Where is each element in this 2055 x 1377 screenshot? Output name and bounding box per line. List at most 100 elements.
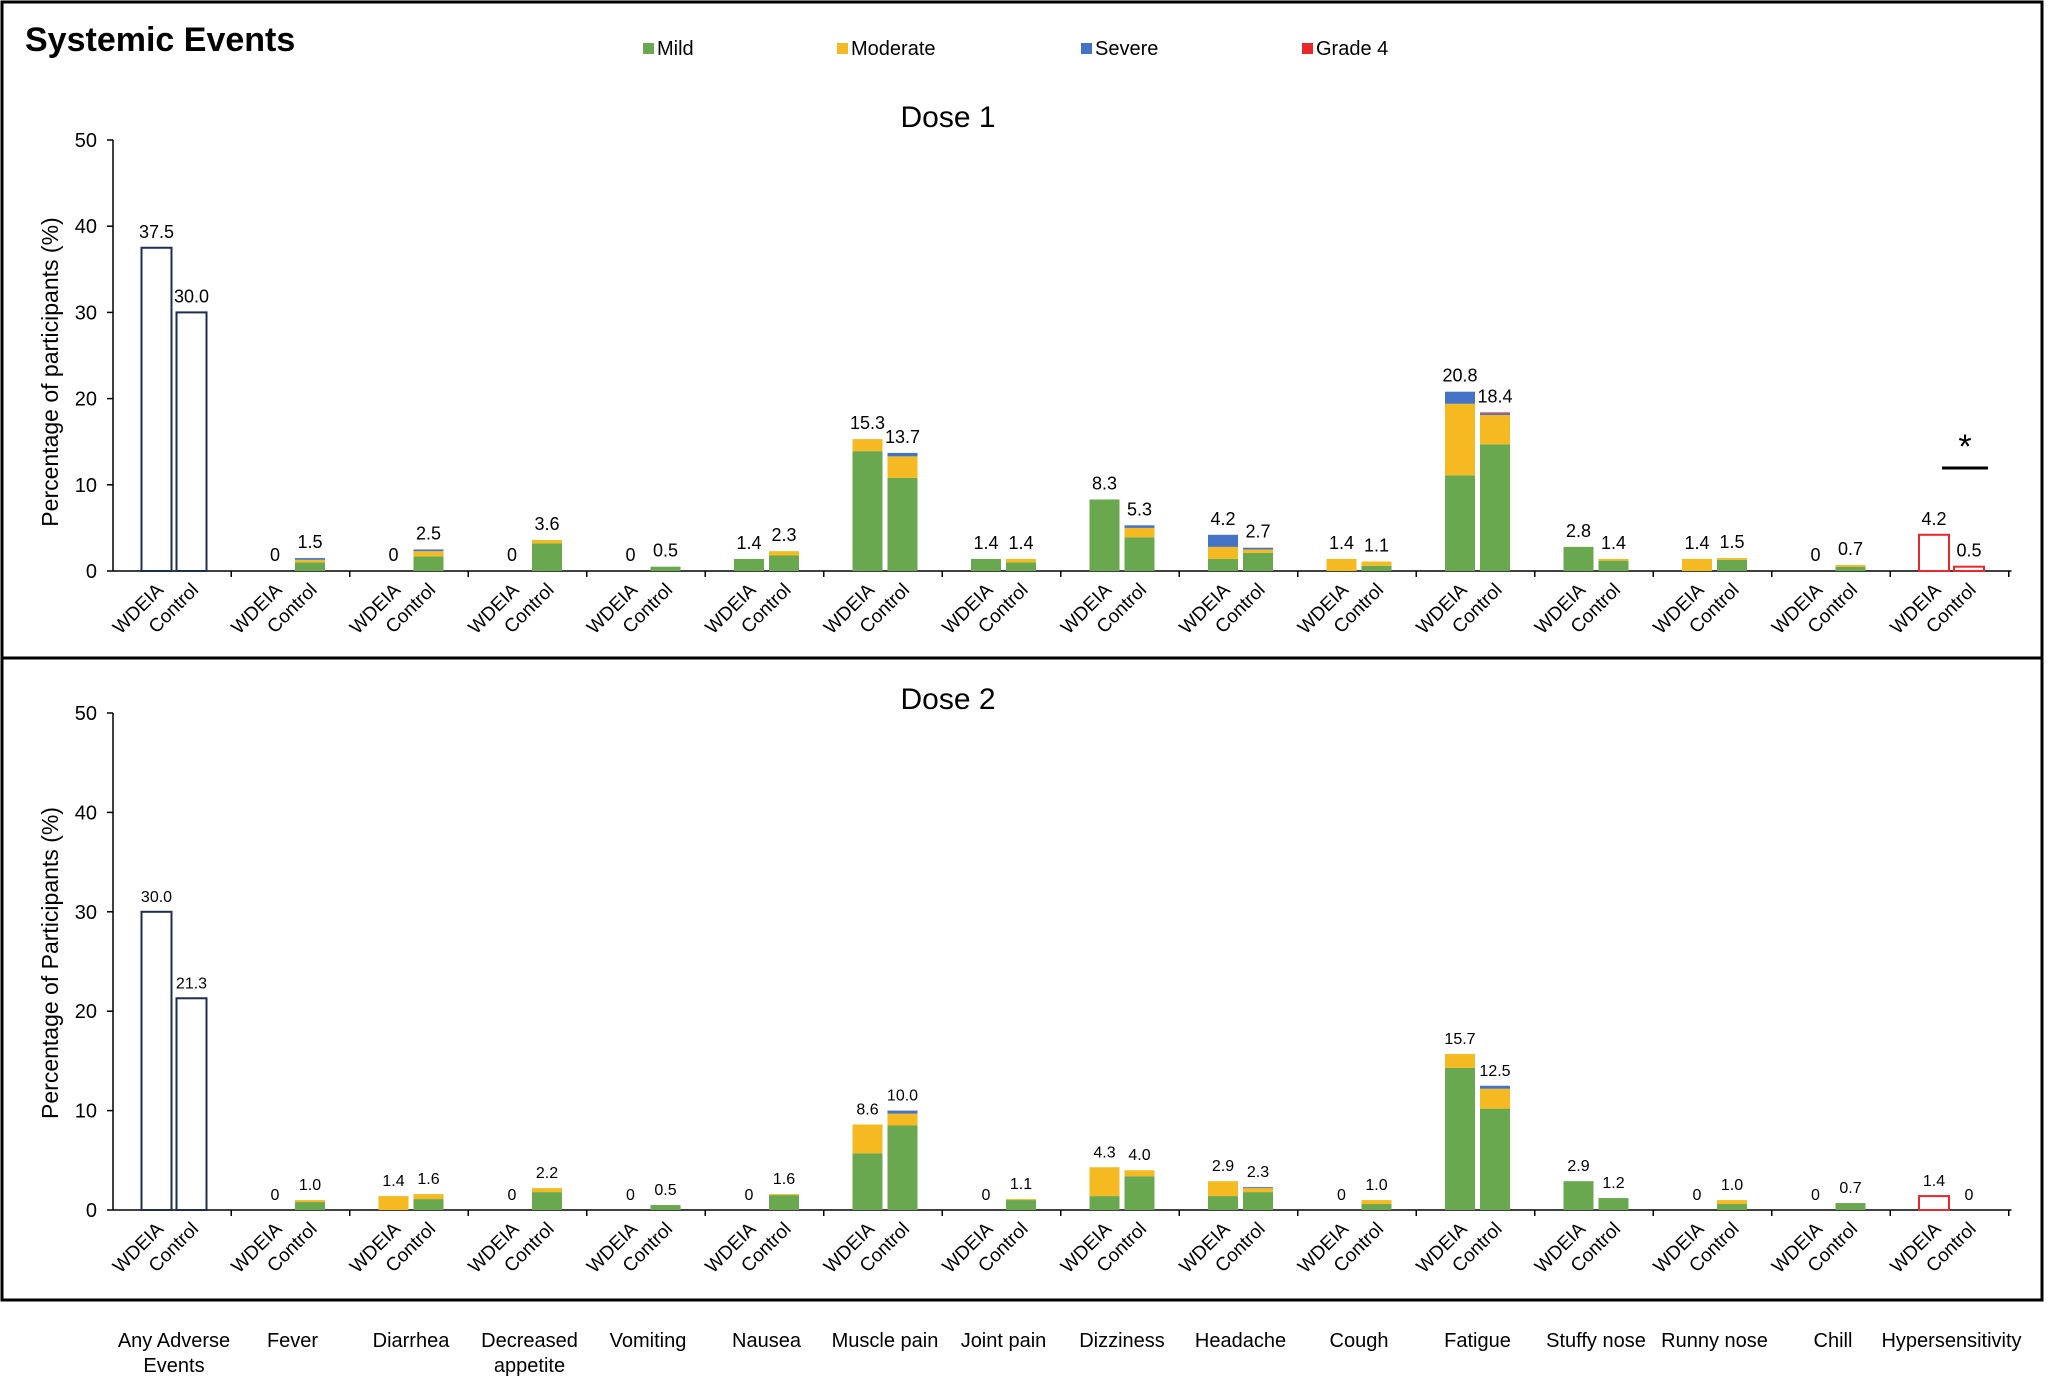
legend-label-severe: Severe — [1095, 38, 1158, 60]
dose2-bar-segment-mild — [1835, 1203, 1866, 1210]
dose2-value-label: 0 — [1965, 1187, 1974, 1204]
dose1-y-tick-label: 10 — [75, 475, 97, 497]
dose2-value-label: 1.6 — [417, 1171, 439, 1188]
dose2-value-label: 0 — [1693, 1187, 1702, 1204]
dose1-bar-segment-mild — [1089, 499, 1120, 571]
legend-label-moderate: Moderate — [851, 38, 936, 60]
dose2-bar-segment-severe — [887, 1110, 918, 1114]
dose2-bar-segment-mild — [1361, 1204, 1392, 1210]
category-label: Any Adverse Events — [118, 1330, 230, 1377]
dose1-value-label: 4.2 — [1210, 509, 1235, 529]
dose2-bar-segment-moderate — [1445, 1053, 1475, 1068]
dose1-bar-segment-mild — [887, 477, 918, 571]
dose1-bar-segment-moderate — [852, 439, 883, 452]
dose1-bar-segment-mild — [1480, 444, 1510, 571]
dose1-bar-segment-moderate — [1243, 549, 1273, 553]
dose1-bar-segment-severe — [413, 549, 444, 552]
legend-label-grade4: Grade 4 — [1316, 38, 1388, 60]
dose2-value-label: 30.0 — [141, 889, 172, 906]
dose1-bar-segment-mild — [852, 451, 883, 571]
dose1-y-tick-label: 50 — [75, 130, 97, 152]
category-label: Stuffy nose — [1546, 1330, 1646, 1352]
dose1-value-label: 30.0 — [174, 286, 209, 306]
dose1-bar-segment-moderate — [413, 551, 444, 557]
dose2-bar-segment-moderate — [1208, 1181, 1238, 1197]
dose2-bar-segment-moderate — [532, 1188, 562, 1193]
dose2-bar-segment-moderate — [1124, 1170, 1155, 1177]
dose2-value-label: 1.2 — [1602, 1175, 1624, 1192]
dose1-value-label: 2.5 — [416, 523, 441, 543]
significance-star: * — [1958, 428, 1971, 466]
dose2-value-label: 12.5 — [1479, 1063, 1510, 1080]
dose2-value-label: 1.1 — [1010, 1176, 1032, 1193]
dose1-bar-segment-moderate — [1717, 558, 1747, 560]
dose1-y-tick-label: 30 — [75, 302, 97, 324]
category-label: Nausea — [732, 1330, 802, 1352]
dose1-value-label: 1.5 — [297, 532, 322, 552]
dose1-bar-segment-mild — [1208, 558, 1238, 571]
dose2-value-label: 1.0 — [299, 1177, 321, 1194]
legend-swatch-mild — [643, 43, 654, 54]
dose1-bar-outline — [1953, 565, 1985, 573]
dose1-value-label: 2.8 — [1566, 521, 1591, 541]
dose2-bar-segment-moderate — [378, 1196, 409, 1210]
dose1-bar-segment-moderate — [1682, 558, 1712, 571]
dose2-bar-segment-moderate — [1243, 1188, 1273, 1193]
dose1-bar-segment-moderate — [295, 559, 325, 563]
dose2-bar-segment-mild — [650, 1205, 681, 1210]
dose2-bar-segment-moderate — [295, 1200, 325, 1203]
dose2-bar-segment-mild — [769, 1195, 799, 1210]
dose2-value-label: 0 — [1811, 1187, 1820, 1204]
dose1-bar-segment-moderate — [1445, 403, 1475, 476]
dose1-bar-segment-moderate — [532, 539, 562, 544]
category-label: Joint pain — [961, 1330, 1047, 1352]
category-label: Cough — [1330, 1330, 1389, 1352]
category-label: Fatigue — [1444, 1330, 1511, 1352]
dose1-title: Dose 1 — [900, 101, 995, 134]
dose1-value-label: 1.4 — [736, 533, 761, 553]
dose2-bar-segment-moderate — [769, 1194, 799, 1196]
dose2-value-label: 4.3 — [1093, 1144, 1115, 1161]
dose2-bar-segment-mild — [1563, 1181, 1594, 1210]
category-labels: Any Adverse Events Fever Diarrhea Decreased a… — [118, 1330, 2022, 1377]
dose1-value-label: 0.7 — [1838, 539, 1863, 559]
category-label: Fever — [267, 1330, 318, 1352]
dose2-value-label: 2.9 — [1567, 1158, 1589, 1175]
dose2-bar-segment-moderate — [1717, 1200, 1747, 1205]
dose1-value-label: 1.5 — [1719, 532, 1744, 552]
dose2-value-label: 8.6 — [856, 1102, 878, 1119]
dose2-value-label: 0 — [1337, 1187, 1346, 1204]
dose2-bar-outline — [1918, 1195, 1950, 1211]
dose1-value-label: 15.3 — [850, 413, 885, 433]
dose2-y-tick-label: 30 — [75, 902, 97, 924]
dose1-bar-outline — [1918, 533, 1950, 573]
dose1-value-label: 0 — [507, 545, 517, 565]
dose2-bar-segment-mild — [295, 1202, 325, 1210]
dose2-bar-segment-mild — [1598, 1198, 1629, 1210]
dose2-bar-segment-moderate — [1361, 1200, 1392, 1205]
dose2-y-tick-label: 40 — [75, 802, 97, 824]
category-label: Chill — [1814, 1330, 1853, 1352]
dose2-y-axis-title: Percentage of Participants (%) — [37, 807, 63, 1119]
dose1-value-label: 0 — [270, 545, 280, 565]
category-label: Muscle pain — [832, 1330, 939, 1352]
dose2-value-label: 1.0 — [1365, 1177, 1387, 1194]
category-label: Diarrhea — [373, 1330, 451, 1352]
dose1-bar-segment-moderate — [1208, 546, 1238, 559]
dose1-value-label: 8.3 — [1092, 473, 1117, 493]
dose2-bar-segment-mild — [1717, 1204, 1747, 1210]
dose1-bar-segment-moderate — [1361, 561, 1392, 566]
dose1-value-label: 1.4 — [1329, 533, 1354, 553]
dose2-bar-segment-mild — [887, 1125, 918, 1210]
dose1-bar-segment-mild — [1361, 565, 1392, 571]
dose1-value-label: 20.8 — [1442, 366, 1477, 386]
dose1-bar-segment-moderate — [1006, 558, 1036, 563]
dose1-bar-segment-moderate — [1835, 564, 1866, 567]
dose1-bar-segment-mild — [1563, 546, 1594, 571]
dose1-bar-segment-mild — [971, 558, 1001, 571]
dose2-bar-segment-mild — [532, 1192, 562, 1210]
dose1-bar-segment-severe — [1124, 525, 1155, 528]
dose2-bar-segment-moderate — [887, 1113, 918, 1126]
dose1-bar-segment-moderate — [1598, 558, 1629, 561]
